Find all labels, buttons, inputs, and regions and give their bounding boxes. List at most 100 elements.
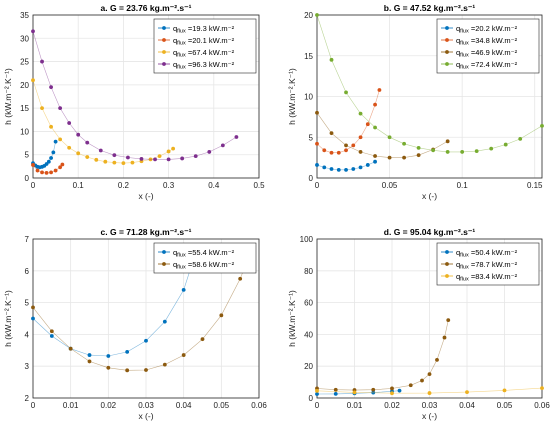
legend-swatch-marker [162, 38, 166, 42]
x-tick-label: 0.01 [347, 401, 363, 410]
x-tick-label: 0.02 [384, 401, 400, 410]
x-tick-label: 0.05 [382, 181, 398, 190]
y-tick-label: 10 [304, 93, 313, 102]
data-point [336, 167, 341, 172]
data-point [87, 353, 92, 357]
chart-panel-b: 0 0.05 0.1 0.15 0 5 10 15 20 b. G = 47.52 kg.m⁻².… [287, 3, 544, 201]
data-point [408, 383, 413, 388]
data-point [85, 140, 90, 145]
data-point [416, 145, 421, 150]
data-point [126, 155, 130, 160]
data-point [390, 391, 394, 396]
data-point [446, 318, 451, 322]
y-tick-label: 15 [20, 104, 29, 113]
y-tick-label: 5 [309, 133, 314, 142]
data-point [44, 170, 49, 175]
data-point [220, 143, 225, 148]
legend-swatch-marker [162, 62, 166, 66]
data-point [329, 167, 334, 171]
y-tick-label: 25 [20, 58, 29, 67]
x-tick-label: 0.15 [527, 181, 543, 190]
data-point [315, 388, 319, 393]
data-point [125, 368, 130, 373]
data-point [153, 157, 157, 162]
x-tick-label: 0.1 [73, 181, 85, 190]
y-tick-label: 7 [25, 235, 30, 244]
data-point [238, 276, 243, 281]
x-tick-label: 0.3 [163, 181, 175, 190]
data-point [31, 305, 35, 310]
data-point [358, 111, 363, 116]
data-point [40, 170, 44, 175]
legend-swatch-marker [162, 262, 166, 266]
y-axis-label: h (kW.m⁻².K⁻¹) [287, 290, 297, 347]
series-3 [31, 29, 239, 162]
data-point [503, 142, 508, 147]
data-point [106, 365, 111, 370]
data-point [344, 90, 348, 95]
legend-swatch-marker [162, 250, 166, 254]
data-point [358, 135, 363, 140]
data-point [76, 132, 81, 137]
data-point [180, 156, 185, 161]
data-point [87, 359, 92, 364]
y-tick-label: 20 [304, 362, 313, 371]
x-tick-label: 0.03 [138, 401, 154, 410]
data-point [31, 163, 35, 167]
y-tick-label: 4 [25, 330, 30, 339]
data-point [329, 131, 334, 136]
data-point [112, 160, 117, 165]
y-tick-label: 20 [20, 81, 29, 90]
legend-swatch-marker [445, 274, 449, 278]
data-point [112, 153, 117, 158]
data-point [352, 390, 357, 395]
data-point [373, 125, 377, 130]
data-point [234, 135, 239, 139]
data-point [44, 162, 49, 166]
data-point [53, 168, 58, 173]
data-point [445, 139, 450, 144]
data-point [502, 388, 507, 393]
legend-label: qflux =19.3 kW.m⁻² [173, 24, 235, 35]
data-point [76, 151, 81, 156]
y-axis-label: h (kW.m⁻².K⁻¹) [287, 68, 297, 125]
data-point [427, 372, 432, 377]
y-tick-label: 2 [25, 394, 30, 403]
data-point [322, 165, 327, 170]
chart-title: c. G = 71.28 kg.m⁻².s⁻¹ [101, 227, 192, 237]
x-tick-label: 0.04 [176, 401, 192, 410]
y-tick-label: 0 [309, 174, 314, 183]
data-point [351, 167, 356, 171]
y-tick-label: 20 [304, 11, 313, 20]
y-tick-label: 10 [20, 127, 29, 136]
x-tick-label: 0.4 [208, 181, 220, 190]
y-tick-label: 100 [300, 235, 314, 244]
x-tick-label: 0.1 [457, 181, 469, 190]
data-point [344, 148, 348, 153]
data-point [49, 156, 53, 160]
data-point [540, 123, 544, 128]
data-point [336, 150, 341, 155]
data-point [58, 137, 63, 142]
x-axis-label: x (-) [138, 191, 153, 201]
data-point [358, 150, 363, 154]
series-line [316, 89, 380, 153]
data-point [358, 165, 363, 170]
data-point [460, 150, 465, 154]
x-axis-label: x (-) [422, 191, 437, 201]
data-point [181, 287, 186, 292]
data-point [125, 349, 130, 354]
data-point [53, 139, 58, 144]
legend-label: qflux =67.4 kW.m⁻² [173, 48, 235, 59]
data-point [49, 334, 54, 338]
x-tick-label: 0.05 [497, 401, 513, 410]
data-point [193, 154, 198, 159]
legend-label: qflux =20.1 kW.m⁻² [173, 36, 235, 47]
x-tick-label: 0.01 [63, 401, 79, 410]
data-point [315, 163, 319, 167]
data-point [49, 329, 54, 334]
y-tick-label: 40 [304, 330, 313, 339]
data-point [94, 157, 99, 162]
series-0 [31, 139, 58, 170]
